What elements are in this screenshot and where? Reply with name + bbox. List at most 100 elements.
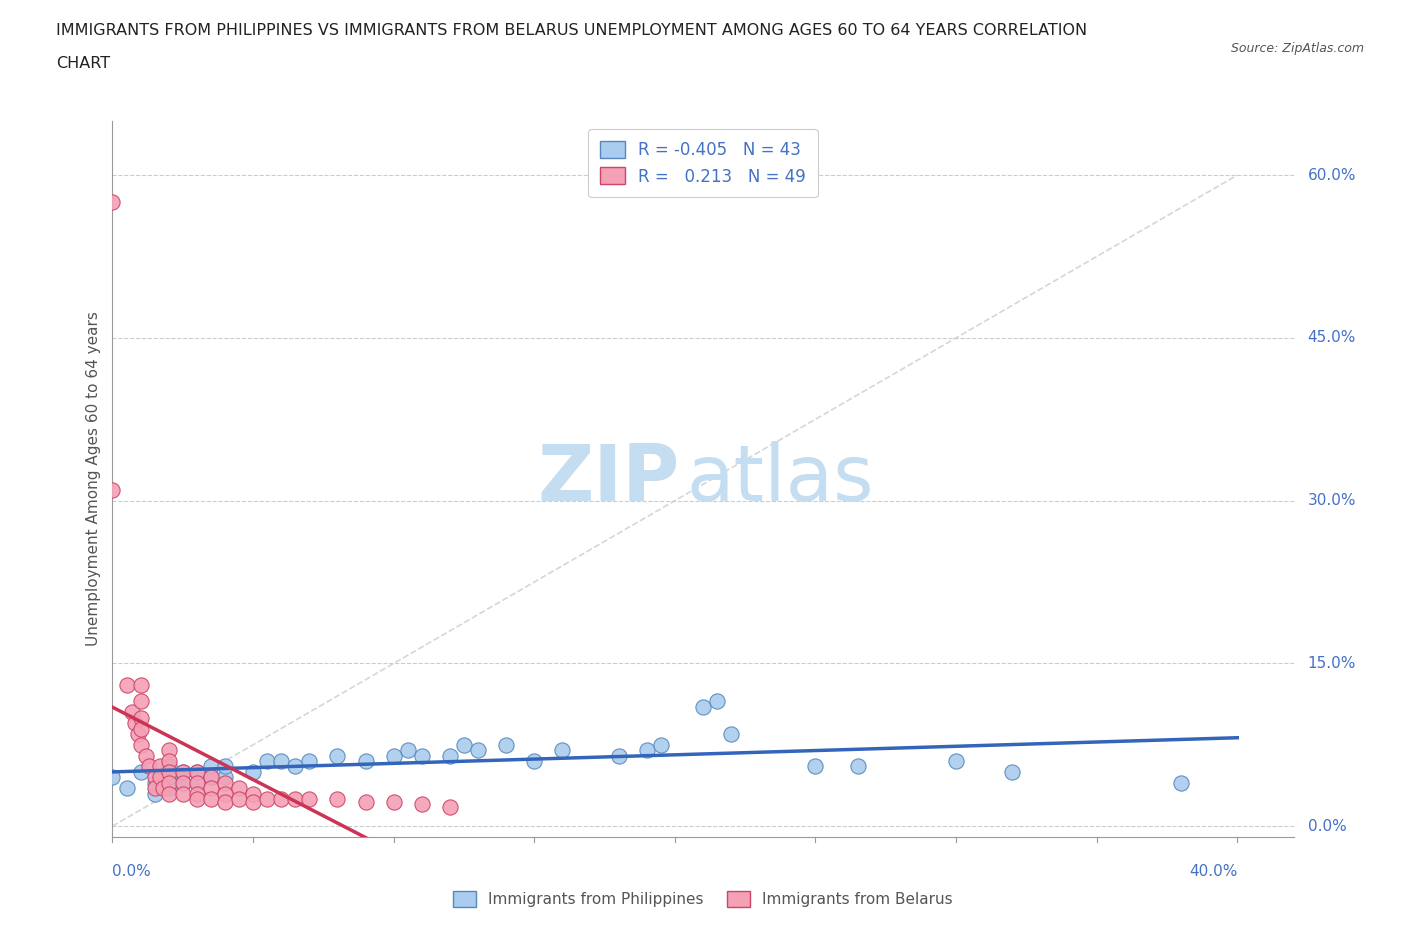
Point [135, 748, 157, 763]
Text: 40.0%: 40.0% [1189, 864, 1237, 879]
Point [129, 721, 152, 736]
Point [1170, 776, 1192, 790]
Point [650, 737, 672, 752]
Legend: Immigrants from Philippines, Immigrants from Belarus: Immigrants from Philippines, Immigrants … [447, 884, 959, 913]
Point [467, 743, 489, 758]
Point [186, 764, 208, 779]
Point [706, 694, 728, 709]
Point [186, 776, 208, 790]
Point [636, 743, 658, 758]
Point [270, 753, 292, 768]
Point [149, 759, 172, 774]
Point [124, 716, 146, 731]
Point [439, 748, 461, 763]
Point [439, 799, 461, 814]
Point [186, 786, 208, 801]
Point [804, 759, 827, 774]
Point [143, 776, 166, 790]
Point [720, 726, 742, 741]
Point [186, 791, 208, 806]
Point [101, 483, 124, 498]
Point [200, 759, 222, 774]
Point [228, 791, 250, 806]
Point [101, 195, 124, 210]
Legend: R = -0.405   N = 43, R =   0.213   N = 49: R = -0.405 N = 43, R = 0.213 N = 49 [588, 129, 818, 197]
Text: atlas: atlas [686, 441, 873, 517]
Point [256, 791, 278, 806]
Point [411, 748, 433, 763]
Point [129, 678, 152, 693]
Point [846, 759, 869, 774]
Text: 60.0%: 60.0% [1308, 167, 1355, 182]
Point [326, 748, 349, 763]
Point [284, 759, 307, 774]
Point [129, 764, 152, 779]
Point [354, 795, 377, 810]
Point [138, 759, 160, 774]
Point [354, 753, 377, 768]
Point [200, 770, 222, 785]
Point [157, 786, 180, 801]
Point [228, 781, 250, 796]
Point [214, 795, 236, 810]
Point [453, 737, 475, 752]
Point [382, 748, 405, 763]
Point [149, 770, 172, 785]
Point [172, 786, 194, 801]
Point [157, 743, 180, 758]
Point [284, 791, 307, 806]
Point [242, 786, 264, 801]
Point [692, 699, 714, 714]
Point [214, 759, 236, 774]
Text: IMMIGRANTS FROM PHILIPPINES VS IMMIGRANTS FROM BELARUS UNEMPLOYMENT AMONG AGES 6: IMMIGRANTS FROM PHILIPPINES VS IMMIGRANT… [56, 23, 1087, 38]
Text: CHART: CHART [56, 56, 110, 71]
Point [200, 770, 222, 785]
Point [157, 770, 180, 785]
Point [127, 726, 149, 741]
Point [101, 770, 124, 785]
Point [129, 711, 152, 725]
Point [298, 753, 321, 768]
Point [270, 791, 292, 806]
Point [115, 781, 138, 796]
Point [186, 764, 208, 779]
Point [242, 795, 264, 810]
Point [607, 748, 630, 763]
Point [200, 781, 222, 796]
Point [326, 791, 349, 806]
Point [523, 753, 546, 768]
Point [172, 776, 194, 790]
Point [157, 759, 180, 774]
Point [143, 770, 166, 785]
Point [129, 737, 152, 752]
Y-axis label: Unemployment Among Ages 60 to 64 years: Unemployment Among Ages 60 to 64 years [86, 312, 101, 646]
Point [172, 776, 194, 790]
Point [382, 795, 405, 810]
Point [157, 781, 180, 796]
Text: 15.0%: 15.0% [1308, 656, 1355, 671]
Text: 0.0%: 0.0% [1308, 818, 1347, 833]
Point [186, 776, 208, 790]
Point [152, 781, 174, 796]
Text: ZIP: ZIP [537, 441, 679, 517]
Point [298, 791, 321, 806]
Point [172, 764, 194, 779]
Point [121, 705, 143, 720]
Point [157, 764, 180, 779]
Point [214, 786, 236, 801]
Point [396, 743, 419, 758]
Point [945, 753, 967, 768]
Point [115, 678, 138, 693]
Text: Source: ZipAtlas.com: Source: ZipAtlas.com [1230, 42, 1364, 55]
Point [1001, 764, 1024, 779]
Point [157, 753, 180, 768]
Point [129, 694, 152, 709]
Point [495, 737, 517, 752]
Point [214, 776, 236, 790]
Point [143, 781, 166, 796]
Text: 45.0%: 45.0% [1308, 330, 1355, 345]
Point [411, 797, 433, 812]
Point [214, 770, 236, 785]
Point [200, 791, 222, 806]
Point [143, 786, 166, 801]
